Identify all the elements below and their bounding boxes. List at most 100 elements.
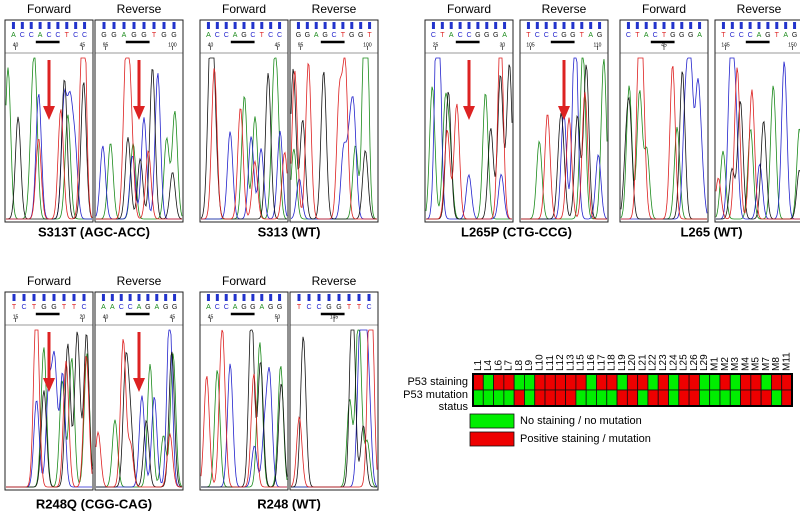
trace	[290, 57, 378, 220]
heatmap-cell	[771, 389, 783, 407]
heatmap-cell	[709, 389, 721, 407]
tick-label: 40	[208, 42, 214, 48]
trace-heading: Forward	[27, 274, 71, 288]
base-bar	[598, 22, 602, 29]
heatmap-cell	[709, 373, 721, 391]
trace	[716, 101, 800, 220]
base-bar	[431, 22, 435, 29]
trace-box	[519, 19, 609, 223]
base-bar	[721, 22, 725, 29]
base-bar	[544, 22, 548, 29]
column-label: L25	[679, 354, 690, 371]
base-bar	[12, 294, 16, 301]
column-label: M8	[771, 357, 782, 371]
column-label: L1	[473, 359, 484, 371]
heatmap-cell	[698, 389, 711, 407]
column-label: L26	[689, 354, 700, 371]
base-bar	[269, 294, 273, 301]
column-label: L12	[555, 354, 566, 371]
heatmap-cell	[719, 389, 731, 407]
heatmap-cell	[616, 373, 628, 391]
heatmap-cell	[760, 389, 772, 407]
heatmap-cell	[740, 389, 752, 407]
tick-label: 95	[298, 42, 304, 48]
base-bar	[128, 294, 132, 301]
trace	[716, 57, 800, 220]
base-bar	[359, 22, 363, 29]
tick-label: 145	[721, 42, 730, 48]
arrow-head	[133, 378, 145, 392]
trace-heading: Reverse	[117, 2, 162, 16]
base-bar	[485, 22, 489, 29]
base-bar	[29, 22, 33, 29]
heatmap-cell	[771, 373, 783, 391]
base-bar	[101, 294, 105, 301]
heatmap-cell	[534, 373, 546, 391]
column-label: L9	[524, 359, 535, 371]
base-bar	[553, 22, 557, 29]
group-label: R248Q (CGG-CAG)	[36, 496, 152, 511]
column-label: L22	[648, 354, 659, 371]
heatmap-cell	[750, 373, 762, 391]
tick-label: 45	[275, 42, 281, 48]
tick-label: 45	[80, 42, 86, 48]
base-bar	[56, 22, 60, 29]
heatmap-border	[472, 373, 793, 407]
heatmap-cell	[616, 389, 628, 407]
base-bar	[503, 22, 507, 29]
trace	[96, 111, 183, 220]
base-bar	[526, 22, 530, 29]
heatmap-cell	[781, 389, 793, 407]
base-bar	[653, 22, 657, 29]
base-bar	[323, 22, 327, 29]
base-bar	[278, 22, 282, 29]
heatmap-cell	[596, 373, 608, 391]
base-bar	[671, 22, 675, 29]
base-bar	[784, 22, 788, 29]
base-bar	[152, 22, 156, 29]
tick-label: 40	[13, 42, 19, 48]
base-bar	[155, 294, 159, 301]
heatmap-cell	[565, 389, 577, 407]
trace-heading: Forward	[642, 2, 686, 16]
legend-label: Positive staining / mutation	[520, 433, 651, 445]
base-bar	[680, 22, 684, 29]
base-bar	[206, 294, 210, 301]
column-label: M11	[781, 352, 792, 371]
trace-box	[4, 19, 94, 223]
trace-heading: Forward	[447, 2, 491, 16]
base-bar	[440, 22, 444, 29]
column-label: M7	[761, 357, 772, 371]
base-bar	[137, 294, 141, 301]
base-bar	[142, 22, 146, 29]
heatmap-cell	[513, 373, 525, 391]
base-bar	[307, 294, 311, 301]
trace-heading: Forward	[27, 2, 71, 16]
base-bar	[82, 294, 86, 301]
trace	[6, 57, 93, 220]
trace-heading: Forward	[222, 274, 266, 288]
heatmap-cell	[554, 389, 567, 407]
base-bar	[494, 22, 498, 29]
column-label: L13	[565, 354, 576, 371]
trace	[621, 57, 707, 220]
trace-box	[94, 291, 184, 491]
base-bar	[689, 22, 693, 29]
heatmap-cell	[585, 373, 597, 391]
base-bar	[146, 294, 150, 301]
base-bar	[730, 22, 734, 29]
heatmap-cell	[760, 373, 772, 391]
base-bar	[449, 22, 453, 29]
trace	[290, 68, 377, 220]
trace-box	[199, 291, 289, 491]
base-bar	[341, 22, 345, 29]
heatmap-cell	[493, 389, 505, 407]
column-label: L6	[493, 359, 504, 371]
base-bar	[74, 22, 78, 29]
base-bar	[317, 294, 321, 301]
base-bar	[278, 294, 282, 301]
heatmap-cell	[647, 389, 659, 407]
